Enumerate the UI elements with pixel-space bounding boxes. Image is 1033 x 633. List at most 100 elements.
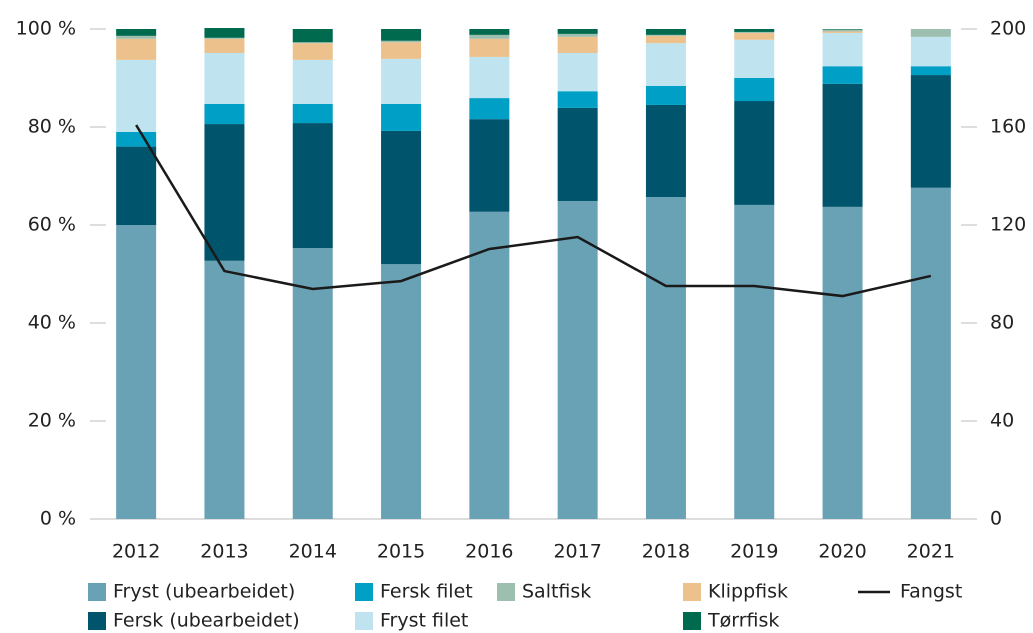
bar-segment bbox=[910, 75, 951, 188]
bar-segment bbox=[204, 124, 245, 261]
bar-segment bbox=[116, 131, 157, 147]
bar-segment bbox=[910, 36, 951, 67]
legend-swatch bbox=[497, 583, 515, 601]
y2-tick-label: 0 bbox=[990, 508, 1002, 530]
y2-tick-label: 160 bbox=[990, 116, 1026, 138]
legend-label: Saltfisk bbox=[522, 581, 591, 603]
bar-segment bbox=[557, 53, 598, 92]
legend-swatch bbox=[355, 583, 373, 601]
bar-segment bbox=[381, 264, 422, 519]
legend-swatch bbox=[355, 612, 373, 630]
legend-label: Fryst filet bbox=[380, 610, 468, 632]
bar-segment bbox=[116, 225, 157, 519]
bar-segment bbox=[645, 29, 686, 35]
bar-segment bbox=[204, 38, 245, 54]
bar-segment bbox=[116, 59, 157, 132]
bar-segment bbox=[734, 78, 775, 102]
bar-segment bbox=[910, 29, 951, 37]
bar-segment bbox=[204, 260, 245, 519]
bar-segment bbox=[910, 66, 951, 76]
legend-swatch bbox=[88, 583, 106, 601]
bar-segment bbox=[645, 35, 686, 44]
bar-segment bbox=[469, 119, 510, 212]
y-tick-label: 60 % bbox=[28, 214, 76, 236]
y2-tick-label: 200 bbox=[990, 18, 1026, 40]
y2-tick-label: 120 bbox=[990, 214, 1026, 236]
bar-segment bbox=[469, 38, 510, 57]
bar-segment bbox=[292, 59, 333, 104]
bar-segment bbox=[469, 34, 510, 39]
bar-segment bbox=[292, 248, 333, 519]
bar-segment bbox=[116, 146, 157, 225]
bar-segment bbox=[822, 83, 863, 207]
bar-segment bbox=[645, 85, 686, 105]
bar-segment bbox=[469, 29, 510, 35]
line bbox=[135, 124, 932, 298]
x-tick-label: 2014 bbox=[289, 541, 337, 563]
bar-segment bbox=[292, 42, 333, 44]
bar-segment bbox=[822, 29, 863, 32]
bar-segment bbox=[204, 53, 245, 104]
bar-segment bbox=[292, 123, 333, 249]
bar-segment bbox=[822, 66, 863, 84]
y-tick-label: 0 % bbox=[40, 508, 76, 530]
bar-segment bbox=[381, 42, 422, 59]
legend-swatch bbox=[683, 612, 701, 630]
bar-segment bbox=[204, 28, 245, 38]
bar-segment bbox=[557, 200, 598, 520]
y-tick-label: 20 % bbox=[28, 410, 76, 432]
legend-swatch bbox=[683, 583, 701, 601]
legend-label: Klippfisk bbox=[708, 581, 788, 603]
bar-segment bbox=[381, 103, 422, 131]
legend-label: Fersk (ubearbeidet) bbox=[113, 610, 300, 632]
x-tick-label: 2021 bbox=[907, 541, 955, 563]
bar-segment bbox=[734, 29, 775, 32]
legend-label: Fersk filet bbox=[380, 581, 473, 603]
x-tick-label: 2019 bbox=[730, 541, 778, 563]
y-tick-label: 40 % bbox=[28, 312, 76, 334]
x-tick-label: 2016 bbox=[465, 541, 513, 563]
bar-segment bbox=[822, 32, 863, 67]
bar-segment bbox=[645, 34, 686, 36]
bar-segment bbox=[822, 206, 863, 519]
bar-segment bbox=[469, 211, 510, 519]
x-tick-label: 2017 bbox=[553, 541, 601, 563]
bar-segment bbox=[557, 91, 598, 108]
y-tick-label: 80 % bbox=[28, 116, 76, 138]
bar-segment bbox=[204, 37, 245, 39]
bar-segment bbox=[292, 29, 333, 43]
bar-segment bbox=[116, 35, 157, 39]
bar-segment bbox=[645, 197, 686, 519]
bar-segment bbox=[734, 101, 775, 205]
bar-segment bbox=[469, 56, 510, 99]
bar-segment bbox=[557, 29, 598, 34]
bar-segment bbox=[116, 38, 157, 60]
x-tick-label: 2015 bbox=[377, 541, 425, 563]
x-tick-label: 2012 bbox=[112, 541, 160, 563]
legend-label: Fryst (ubearbeidet) bbox=[113, 581, 295, 603]
bar-segment bbox=[557, 107, 598, 201]
bar-segment bbox=[381, 58, 422, 104]
y-tick-label: 100 % bbox=[16, 18, 76, 40]
bar-segment bbox=[645, 43, 686, 86]
bar-segment bbox=[734, 39, 775, 78]
y2-tick-label: 80 bbox=[990, 312, 1014, 334]
y2-tick-label: 40 bbox=[990, 410, 1014, 432]
bar-segment bbox=[204, 103, 245, 125]
x-tick-label: 2013 bbox=[200, 541, 248, 563]
bar-segment bbox=[381, 130, 422, 265]
legend-label: Fangst bbox=[900, 581, 962, 603]
x-tick-label: 2018 bbox=[642, 541, 690, 563]
bar-segment bbox=[734, 31, 775, 33]
bar-segment bbox=[292, 43, 333, 60]
bar-segment bbox=[734, 32, 775, 40]
bar-segment bbox=[381, 40, 422, 43]
legend-swatch bbox=[88, 612, 106, 630]
bar-segment bbox=[910, 187, 951, 519]
bar-segment bbox=[645, 104, 686, 198]
bar-segment bbox=[557, 33, 598, 37]
bar-segment bbox=[292, 103, 333, 124]
bar-segment bbox=[116, 29, 157, 36]
bar-segment bbox=[822, 31, 863, 33]
